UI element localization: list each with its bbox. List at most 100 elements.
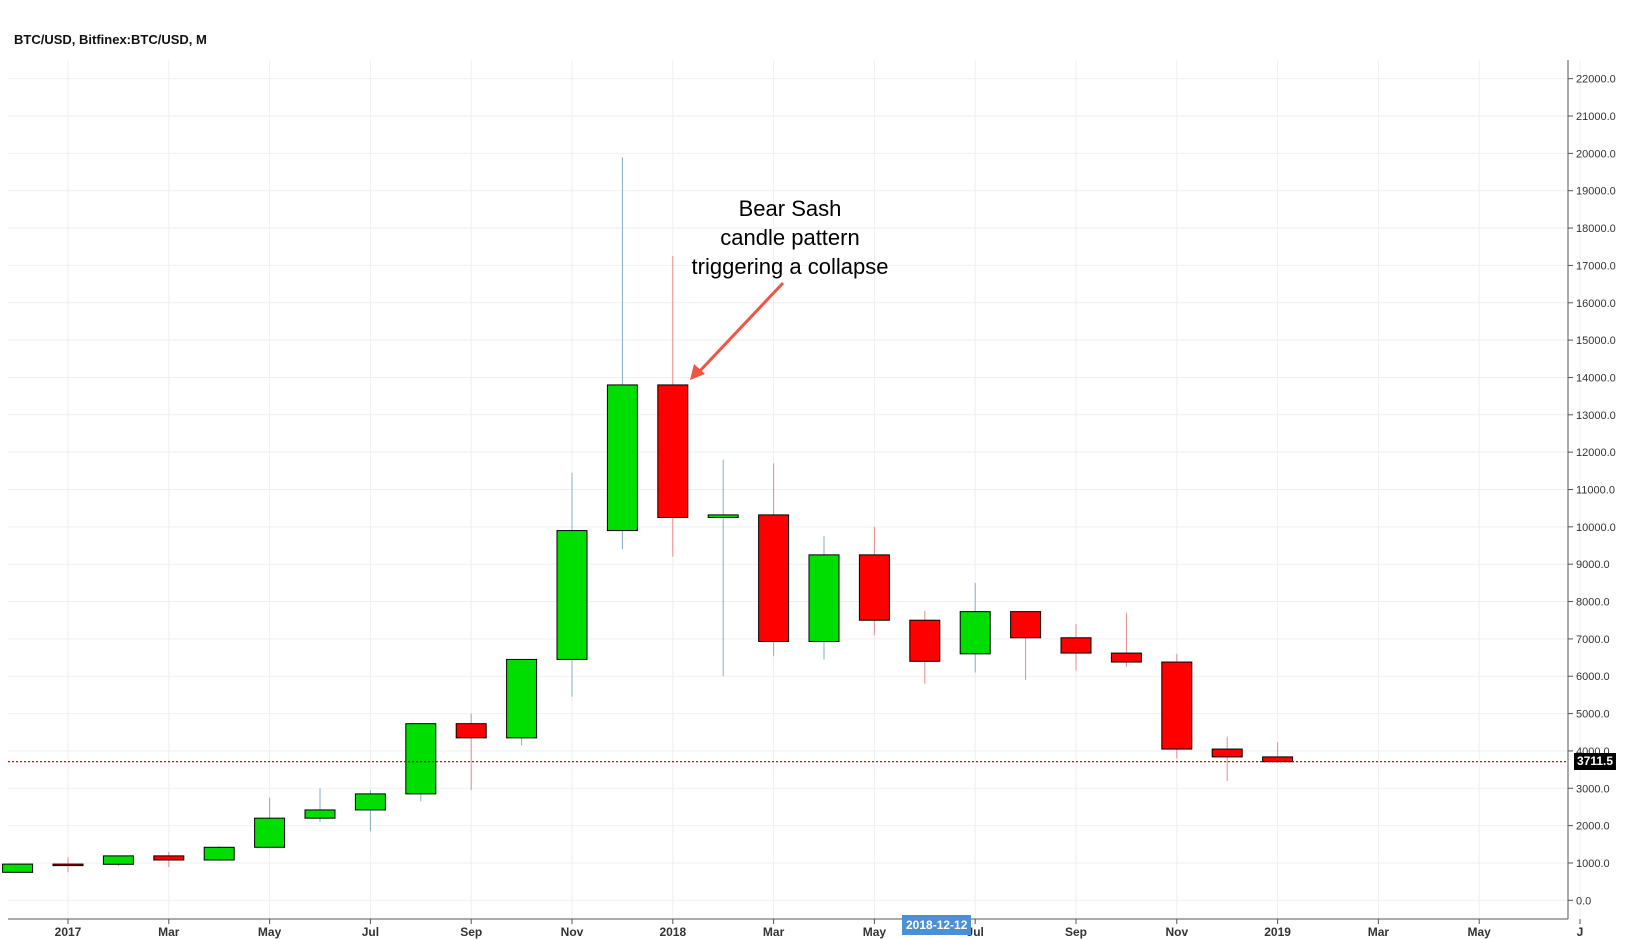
candle [606,157,638,550]
y-tick-label: 13000.0 [1576,410,1616,422]
y-tick-label: 16000.0 [1576,298,1616,310]
candle [52,857,84,873]
candle-body [909,619,941,662]
candle-body [606,384,638,532]
y-tick-label: 8000.0 [1576,597,1610,609]
y-tick-label: 22000.0 [1576,74,1616,86]
candle [102,855,134,866]
candle [1161,653,1193,759]
candle [1010,611,1042,680]
candle-body [102,855,134,865]
candle [455,713,487,791]
candle-body [455,723,487,739]
candle-body [203,846,235,861]
y-tick-label: 2000.0 [1576,821,1610,833]
annotation-line-1: Bear Sash [738,196,842,221]
candle [1060,623,1092,671]
candle [1110,612,1142,667]
candle-body [2,863,34,873]
x-tick-label: Mar [1368,925,1390,939]
candle [203,846,235,861]
candle-body [556,530,588,660]
x-axis-ticks: 2017 Mar May Jul Sep Nov 2018 Mar May Jul Sep Nov 20… [55,919,1584,939]
annotation-arrow [690,281,785,380]
candle [1262,742,1294,763]
x-tick-label: May [863,925,887,939]
x-tick-label: 2018 [659,925,686,939]
y-tick-label: 0.0 [1576,895,1591,907]
y-tick-label: 11000.0 [1576,485,1615,497]
y-tick-label: 9000.0 [1576,559,1610,571]
candle-body [405,723,437,795]
candle-body [52,863,84,867]
candle-body [1262,756,1294,763]
candle [405,722,437,802]
candle [657,256,689,557]
y-tick-label: 21000.0 [1576,111,1616,123]
candle [808,536,840,660]
candle [1211,736,1243,781]
x-tick-label: Mar [158,925,180,939]
candle [254,797,286,849]
candle [506,658,538,746]
candle-body [1161,661,1193,750]
candles [2,157,1294,873]
chart-title: BTC/USD, Bitfinex:BTC/USD, M [14,32,207,47]
x-tick-label: May [1468,925,1492,939]
y-tick-label: 6000.0 [1576,671,1610,683]
y-tick-label: 18000.0 [1576,223,1616,235]
y-tick-label: 17000.0 [1576,260,1616,272]
candle [858,526,890,636]
y-tick-label: 7000.0 [1576,634,1610,646]
candle [354,790,386,832]
y-tick-label: 3000.0 [1576,783,1610,795]
candle [556,472,588,697]
last-price-badge: 3711.5 [1574,752,1617,770]
y-tick-label: 19000.0 [1576,186,1616,198]
x-tick-label: May [258,925,282,939]
y-tick-label: 14000.0 [1576,372,1616,384]
y-tick-label: 10000.0 [1576,522,1616,534]
crosshair-date-label: 2018-12-12 [902,915,972,935]
candle-body [959,611,991,655]
candle-body [304,809,336,819]
arrow-shaft [695,281,785,376]
y-tick-label: 5000.0 [1576,709,1610,721]
y-axis-ticks: 0.01000.02000.03000.04000.05000.06000.07… [1568,74,1616,907]
y-tick-label: 12000.0 [1576,447,1616,459]
candle-body [506,658,538,739]
x-tick-label: Nov [1165,925,1188,939]
x-tick-label: Nov [561,925,584,939]
arrow-head [690,364,705,380]
annotation-line-2: candle pattern [720,225,860,250]
y-tick-label: 1000.0 [1576,858,1610,870]
x-tick-label: 2017 [55,925,82,939]
x-tick-label: 2019 [1264,925,1291,939]
candle-body [858,554,890,621]
candle-body [707,514,739,519]
x-tick-label: Sep [460,925,482,939]
candle-body [1211,748,1243,758]
y-tick-label: 15000.0 [1576,335,1616,347]
annotation-line-3: triggering a collapse [691,254,889,279]
candle-body [1010,611,1042,639]
candle [304,788,336,822]
candle-body [354,793,386,811]
candle-body [657,384,689,519]
candle [758,463,790,656]
candle-body [1060,637,1092,654]
candle [707,459,739,677]
x-tick-label: J [1577,925,1584,939]
grid-lines [8,60,1581,919]
annotation-text: Bear Sash candle pattern triggering a co… [640,194,940,281]
candle [909,610,941,684]
candle [153,851,185,868]
candle-body [758,514,790,643]
x-tick-label: Mar [763,925,785,939]
candle [2,863,34,873]
y-tick-label: 20000.0 [1576,148,1616,160]
x-tick-label: Jul [362,925,379,939]
candle-body [808,554,840,643]
x-tick-label: Sep [1065,925,1087,939]
